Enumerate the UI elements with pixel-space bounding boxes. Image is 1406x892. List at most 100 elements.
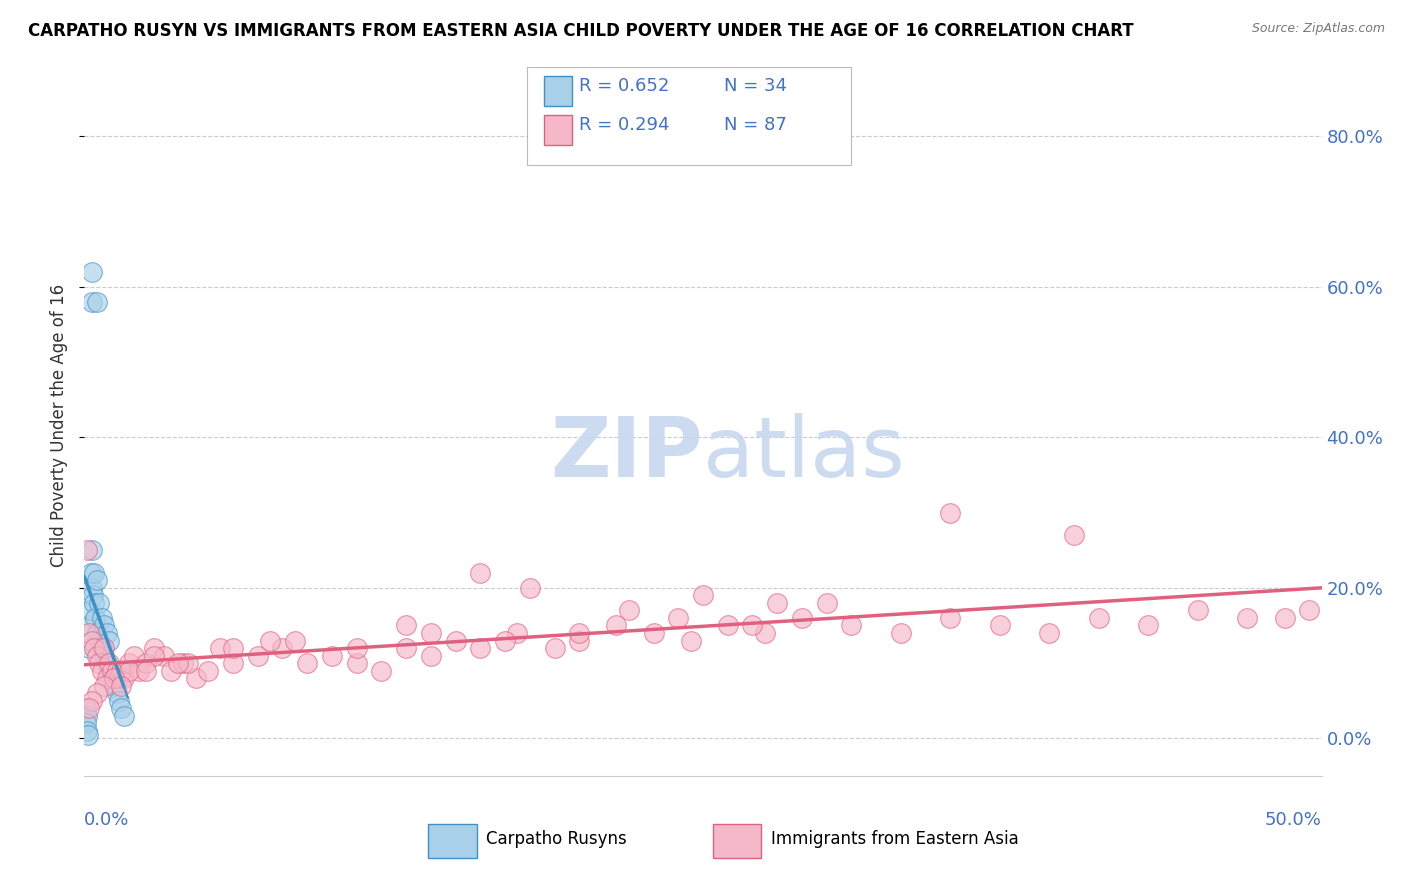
Point xyxy=(815,596,838,610)
Point xyxy=(90,611,112,625)
Point xyxy=(172,656,194,670)
Point xyxy=(419,626,441,640)
Point xyxy=(1298,603,1320,617)
Point xyxy=(93,641,115,656)
Point xyxy=(79,566,101,580)
Point xyxy=(79,626,101,640)
Point xyxy=(1274,611,1296,625)
Point xyxy=(96,656,118,670)
Point xyxy=(939,611,962,625)
Point xyxy=(790,611,813,625)
Point xyxy=(543,641,565,656)
Point xyxy=(93,648,115,663)
Point xyxy=(370,664,392,678)
Point xyxy=(222,656,245,670)
Point xyxy=(988,618,1011,632)
Point xyxy=(142,641,165,656)
Text: Source: ZipAtlas.com: Source: ZipAtlas.com xyxy=(1251,22,1385,36)
Point xyxy=(741,618,763,632)
Point xyxy=(103,679,125,693)
Point xyxy=(79,701,101,715)
Point xyxy=(135,664,157,678)
Point xyxy=(321,648,343,663)
Point xyxy=(271,641,294,656)
Point xyxy=(83,596,105,610)
Point xyxy=(617,603,640,617)
Point xyxy=(86,294,108,309)
FancyBboxPatch shape xyxy=(429,823,477,858)
Point xyxy=(77,618,100,632)
Point xyxy=(184,671,207,685)
Point xyxy=(568,626,591,640)
Point xyxy=(692,588,714,602)
Point xyxy=(80,264,103,278)
Point xyxy=(75,701,97,715)
Point xyxy=(112,671,135,685)
Text: atlas: atlas xyxy=(703,413,904,494)
Point xyxy=(86,574,108,588)
Text: ZIP: ZIP xyxy=(551,413,703,494)
Point xyxy=(295,656,318,670)
Point xyxy=(98,664,121,678)
Point xyxy=(80,694,103,708)
Y-axis label: Child Poverty Under the Age of 16: Child Poverty Under the Age of 16 xyxy=(51,285,69,567)
Point xyxy=(100,671,122,685)
Point xyxy=(494,633,516,648)
Point xyxy=(77,728,100,742)
Point xyxy=(717,618,740,632)
Point xyxy=(666,611,689,625)
Point xyxy=(519,581,541,595)
Point xyxy=(112,708,135,723)
Point xyxy=(128,664,150,678)
Point xyxy=(105,686,128,700)
Point xyxy=(643,626,665,640)
Point xyxy=(110,664,132,678)
Point xyxy=(122,648,145,663)
Point xyxy=(76,543,98,558)
FancyBboxPatch shape xyxy=(713,823,761,858)
Text: Immigrants from Eastern Asia: Immigrants from Eastern Asia xyxy=(770,830,1019,848)
Point xyxy=(93,679,115,693)
Point xyxy=(82,543,104,558)
Point xyxy=(98,656,121,670)
Point xyxy=(346,641,368,656)
Point xyxy=(83,641,105,656)
Text: CARPATHO RUSYN VS IMMIGRANTS FROM EASTERN ASIA CHILD POVERTY UNDER THE AGE OF 16: CARPATHO RUSYN VS IMMIGRANTS FROM EASTER… xyxy=(28,22,1133,40)
Point xyxy=(1236,611,1258,625)
Text: R = 0.294: R = 0.294 xyxy=(579,116,669,134)
Point xyxy=(890,626,912,640)
Point xyxy=(80,633,103,648)
Point xyxy=(86,686,108,700)
Point xyxy=(83,566,105,580)
Point xyxy=(160,664,183,678)
Point xyxy=(100,664,122,678)
Point xyxy=(98,633,121,648)
Point xyxy=(470,641,492,656)
Point xyxy=(76,708,98,723)
Point xyxy=(177,656,200,670)
Point xyxy=(96,626,118,640)
Point xyxy=(1088,611,1111,625)
Point xyxy=(108,694,131,708)
Point xyxy=(841,618,863,632)
Point xyxy=(395,618,418,632)
Point xyxy=(82,588,104,602)
Point xyxy=(470,566,492,580)
Point xyxy=(118,664,141,678)
Point xyxy=(110,679,132,693)
Point xyxy=(135,656,157,670)
Point xyxy=(568,633,591,648)
Point xyxy=(79,641,101,656)
Point xyxy=(1038,626,1060,640)
Point xyxy=(89,596,111,610)
Point xyxy=(110,701,132,715)
Point xyxy=(89,633,111,648)
Point xyxy=(108,671,131,685)
Point xyxy=(1187,603,1209,617)
Point xyxy=(86,626,108,640)
Point xyxy=(754,626,776,640)
Point xyxy=(444,633,467,648)
Point xyxy=(209,641,232,656)
Point xyxy=(142,648,165,663)
Point xyxy=(222,641,245,656)
